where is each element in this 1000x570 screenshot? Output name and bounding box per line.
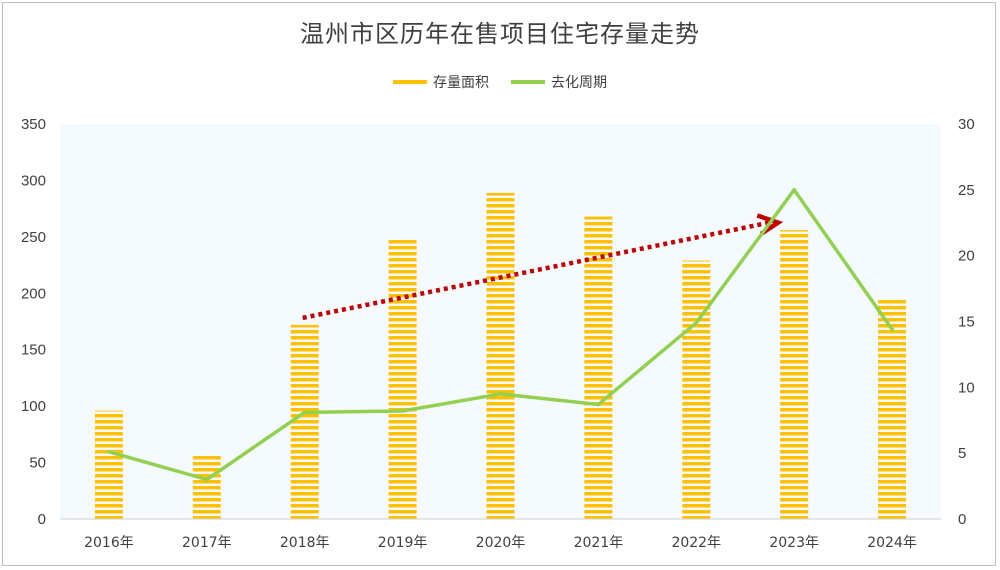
line-point: [890, 327, 894, 332]
bar-area: [290, 324, 319, 519]
line-point: [498, 392, 503, 396]
legend-item-cycle: 去化周期: [511, 72, 607, 92]
axes-group: 0 50 100 150 200 250 300 350 0 5 10 15 20 25 30 2016年 20…: [21, 116, 975, 551]
legend-swatch-cycle: [511, 80, 545, 84]
y-left-tick-label: 150: [21, 342, 46, 359]
y-left-tick-label: 250: [21, 229, 46, 246]
legend-label-area: 存量面积: [433, 75, 489, 91]
x-tick-label: 2019年: [378, 535, 428, 551]
y-left-tick-label: 0: [38, 511, 46, 528]
x-tick-label: 2020年: [476, 535, 526, 551]
y-left-tick-label: 100: [21, 398, 46, 415]
bar-area: [388, 237, 417, 519]
x-tick-label: 2016年: [84, 535, 134, 551]
y-right-tick-label: 0: [958, 511, 966, 528]
y-right-tick-label: 15: [958, 314, 975, 331]
x-tick-label: 2021年: [574, 535, 624, 551]
line-point: [694, 321, 699, 325]
y-right-tick-label: 20: [958, 248, 975, 265]
chart-legend: 存量面积 去化周期: [0, 72, 1000, 92]
y-right-tick-label: 25: [958, 182, 975, 199]
bar-area: [682, 260, 711, 519]
y-right-tick-label: 10: [958, 379, 975, 396]
y-right-tick-label: 30: [958, 116, 975, 133]
x-tick-label: 2022年: [671, 535, 721, 551]
y-left-tick-label: 200: [21, 285, 46, 302]
line-point: [792, 188, 796, 192]
line-group: [107, 188, 894, 482]
line-point: [107, 450, 111, 454]
trend-arrow: [302, 213, 784, 321]
x-tick-label: 2017年: [182, 535, 232, 551]
x-tick-label: 2018年: [280, 535, 330, 551]
arrow-head: [756, 213, 784, 236]
bar-area: [486, 192, 515, 520]
x-tick-label: 2024年: [867, 535, 917, 551]
line-point: [205, 477, 209, 482]
y-right-tick-label: 5: [958, 445, 966, 462]
bars-group: [94, 192, 907, 520]
bar-area: [94, 410, 123, 519]
y-left-tick-label: 50: [29, 455, 46, 472]
y-left-tick-label: 350: [21, 116, 46, 133]
x-tick-label: 2023年: [769, 535, 819, 551]
bar-area: [584, 216, 613, 520]
bar-area: [780, 230, 809, 520]
legend-label-cycle: 去化周期: [551, 75, 607, 91]
arrow-shaft: [302, 219, 775, 321]
bar-area: [878, 297, 907, 519]
line-point: [302, 410, 307, 415]
chart-title: 温州市区历年在售项目住宅存量走势: [300, 20, 700, 48]
legend-swatch-area: [393, 80, 427, 84]
line-point: [596, 402, 601, 407]
line-point: [400, 409, 405, 413]
bar-area: [192, 455, 221, 519]
legend-item-area: 存量面积: [393, 72, 489, 92]
y-left-tick-label: 300: [21, 172, 46, 189]
